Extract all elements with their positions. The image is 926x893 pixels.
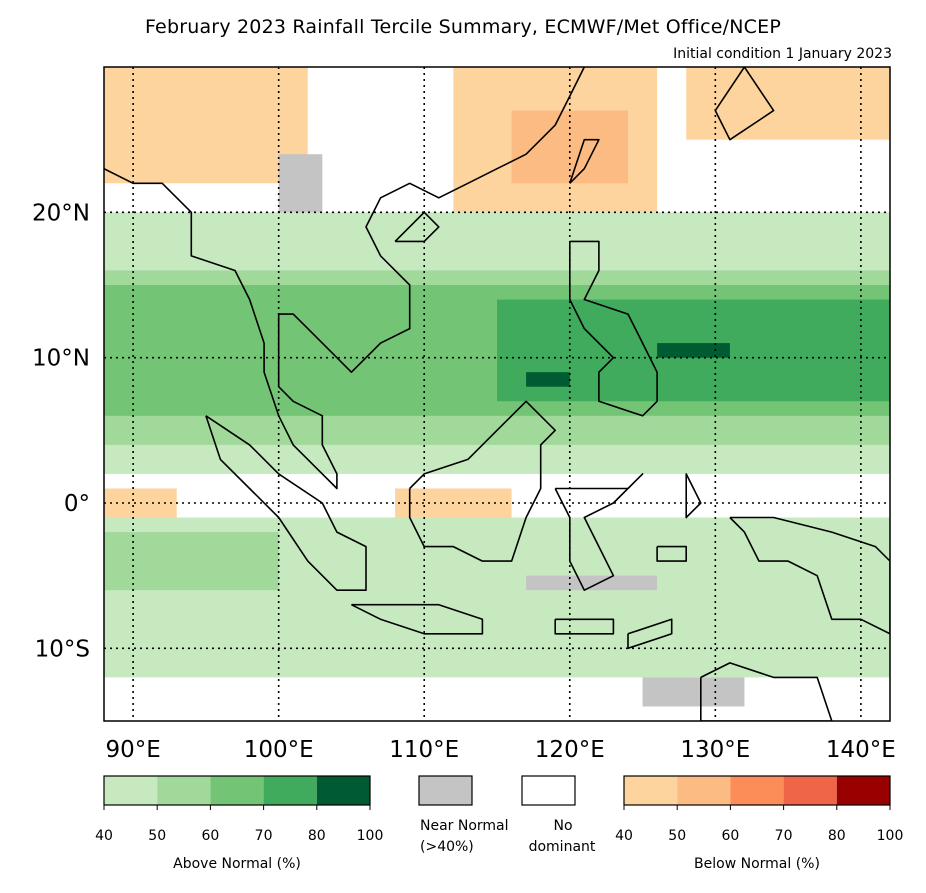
shaded-region-an80 [526, 372, 570, 387]
longitude-label: 100°E [244, 737, 314, 763]
shaded-region-bn40 [104, 67, 308, 184]
longitude-labels: 90°E 100°E 110°E 120°E 130°E 140°E [105, 737, 895, 763]
latitude-label: 20°N [32, 200, 90, 226]
above-normal-tick-label: 60 [201, 828, 219, 844]
below-normal-swatch [730, 776, 784, 805]
near-normal-caption-2: (>40%) [420, 839, 474, 855]
below-normal-frame [623, 775, 891, 806]
map-title: February 2023 Rainfall Tercile Summary, … [144, 16, 782, 38]
coastline [569, 138, 600, 184]
below-normal-swatch [783, 776, 837, 805]
above-normal-swatch [316, 776, 370, 805]
map-subtitle: Initial condition 1 January 2023 [673, 46, 892, 62]
coastline [351, 603, 484, 635]
latitude-label: 10°N [32, 346, 90, 372]
above-normal-tick-label: 70 [255, 828, 273, 844]
coastline [685, 473, 702, 519]
coastline [714, 67, 775, 141]
shaded-region-an50 [104, 532, 279, 591]
coastline [394, 211, 440, 243]
above-normal-swatch [210, 776, 264, 805]
shaded-region-bn40 [686, 67, 890, 140]
above-normal-swatch [157, 776, 211, 805]
map-plot-area [103, 66, 891, 722]
latitude-label: 10°S [35, 636, 90, 662]
coastline [627, 618, 673, 650]
gridlines [104, 67, 890, 721]
above-normal-colorbar: 40 50 60 70 80 100 [95, 775, 384, 844]
below-normal-tick-label: 50 [668, 828, 686, 844]
longitude-label: 130°E [680, 737, 750, 763]
above-normal-tick-label: 50 [148, 828, 166, 844]
shaded-region-nn [278, 154, 323, 213]
latitude-labels: 20°N 10°N 0° 10°S [32, 200, 90, 662]
near-normal-caption-1: Near Normal [420, 818, 509, 834]
above-normal-swatch [104, 776, 158, 805]
coastline [554, 618, 615, 635]
above-normal-tick-label: 40 [95, 828, 113, 844]
coastline [408, 400, 556, 562]
map-frame [103, 66, 891, 722]
longitude-label: 110°E [389, 737, 459, 763]
below-normal-swatch [624, 776, 678, 805]
no-dominant-swatch: No dominant [521, 775, 596, 855]
near-normal-box [418, 775, 473, 806]
coastline [656, 545, 687, 562]
above-normal-tick-label: 100 [357, 828, 384, 844]
longitude-label: 90°E [105, 737, 160, 763]
above-normal-frame [103, 775, 371, 806]
above-normal-swatch [263, 776, 317, 805]
no-dominant-caption-1: No [553, 818, 572, 834]
below-normal-tick-label: 60 [721, 828, 739, 844]
above-normal-caption: Above Normal (%) [173, 856, 301, 872]
below-normal-colorbar: 40 50 60 70 80 100 [615, 775, 904, 844]
shaded-region-nn [526, 575, 658, 591]
below-normal-caption: Below Normal (%) [694, 856, 820, 872]
longitude-label: 120°E [535, 737, 605, 763]
coastline [104, 67, 586, 490]
coastline [700, 662, 833, 721]
below-normal-swatch [677, 776, 731, 805]
below-normal-tick-label: 100 [877, 828, 904, 844]
shaded-region-nn [642, 677, 745, 707]
below-normal-tick-label: 80 [828, 828, 846, 844]
latitude-label: 0° [64, 491, 90, 517]
below-normal-tick-label: 70 [775, 828, 793, 844]
below-normal-tick-label: 40 [615, 828, 633, 844]
coastline [569, 240, 658, 417]
coastline [205, 415, 367, 591]
no-dominant-box [521, 775, 576, 806]
shaded-region-an80 [657, 343, 730, 358]
above-normal-tick-label: 80 [308, 828, 326, 844]
longitude-label: 140°E [826, 737, 896, 763]
below-normal-swatch [836, 776, 890, 805]
near-normal-swatch: Near Normal (>40%) [418, 775, 509, 855]
no-dominant-caption-2: dominant [529, 839, 596, 855]
